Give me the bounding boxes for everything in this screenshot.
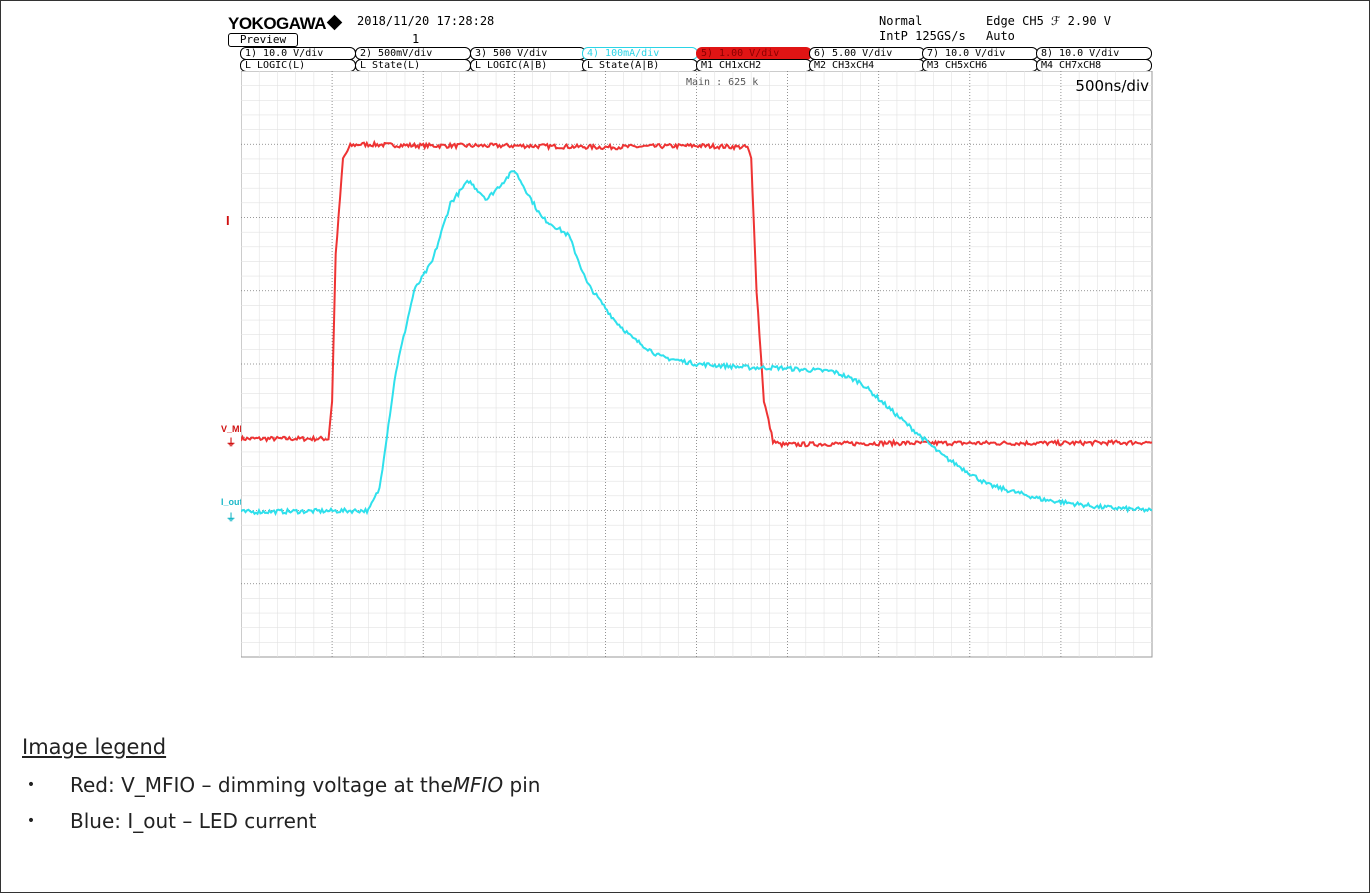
legend-item-blue: • Blue: I_out – LED current xyxy=(22,809,540,833)
sample-rate: IntP 125GS/s xyxy=(879,29,966,43)
bullet-icon: • xyxy=(26,777,36,793)
timebase-label: 500ns/div xyxy=(1075,77,1149,95)
trigger-mode: Auto xyxy=(986,29,1015,43)
i-out-trace xyxy=(241,170,1153,517)
ch4-label: I_out xyxy=(221,497,243,507)
legend-item-red: • Red: V_MFIO – dimming voltage at the M… xyxy=(22,773,541,797)
legend-text: Blue: I_out – LED current xyxy=(70,809,317,833)
legend-title: Image legend xyxy=(22,735,167,759)
legend-text-italic: MFIO xyxy=(452,773,504,797)
ground-icon: ⏚ xyxy=(226,438,236,449)
acquisition-mode: Normal xyxy=(879,14,923,28)
brand-logo: YOKOGAWA xyxy=(228,14,327,33)
oscilloscope-screen: Main : 625 k 500ns/div xyxy=(241,71,1153,658)
v-mfio-trace xyxy=(241,139,1153,449)
acquisition-count: 1 xyxy=(412,32,420,46)
main-record-label: Main : 625 k xyxy=(686,77,758,88)
ground-icon: ⏚ xyxy=(226,513,236,524)
datetime: 2018/11/20 17:28:28 xyxy=(357,14,495,28)
preview-button[interactable]: Preview xyxy=(228,33,298,47)
ch5-label: V_MFIO xyxy=(221,424,255,434)
traces xyxy=(241,139,1153,517)
trigger-level-marker: I xyxy=(226,213,230,228)
grid xyxy=(241,71,1152,657)
legend-text-suffix: pin xyxy=(503,773,541,797)
legend-text: Red: V_MFIO – dimming voltage at the xyxy=(70,773,453,797)
trigger-setting: Edge CH5 ℱ 2.90 V xyxy=(986,14,1112,28)
image-legend: Image legend • Red: V_MFIO – dimming vol… xyxy=(22,735,540,845)
bullet-icon: • xyxy=(26,813,36,829)
